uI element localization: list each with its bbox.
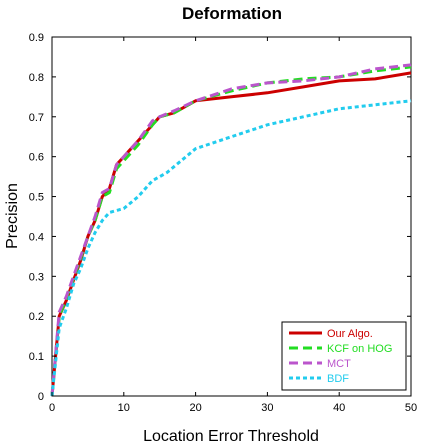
- legend-label-2: KCF on HOG: [327, 343, 392, 355]
- legend-label-4: BDF: [327, 373, 349, 385]
- y-tick-label: 0: [38, 391, 44, 403]
- y-tick-label: 0.6: [29, 152, 44, 164]
- legend: Our Algo. KCF on HOG MCT BDF: [281, 321, 407, 391]
- x-axis-label: Location Error Threshold: [143, 428, 319, 445]
- y-tick-label: 0.3: [29, 271, 44, 283]
- y-tick-label: 0.1: [29, 351, 44, 363]
- x-tick-label: 0: [49, 402, 55, 414]
- ticks-layer: 0 10 20 30 40 50 0 0.1 0.2 0.3 0.4 0.5 0.6 0.7 0.8 0.9: [29, 32, 417, 414]
- legend-label-3: MCT: [327, 358, 351, 370]
- y-tick-label: 0.5: [29, 192, 44, 204]
- x-tick-label: 10: [118, 402, 130, 414]
- x-tick-label: 30: [261, 402, 273, 414]
- y-axis-label: Precision: [4, 183, 21, 249]
- legend-label-1: Our Algo.: [327, 328, 373, 340]
- x-tick-label: 50: [405, 402, 417, 414]
- y-tick-label: 0.9: [29, 32, 44, 44]
- series-line-4: [50, 99, 412, 397]
- x-tick-label: 40: [333, 402, 345, 414]
- y-tick-label: 0.8: [29, 72, 44, 84]
- y-tick-label: 0.4: [29, 231, 44, 243]
- x-tick-label: 20: [189, 402, 201, 414]
- chart-title: Deformation: [182, 4, 282, 23]
- series-layer: [50, 63, 412, 397]
- y-tick-label: 0.2: [29, 311, 44, 323]
- series-line-3: [50, 63, 412, 397]
- y-tick-label: 0.7: [29, 112, 44, 124]
